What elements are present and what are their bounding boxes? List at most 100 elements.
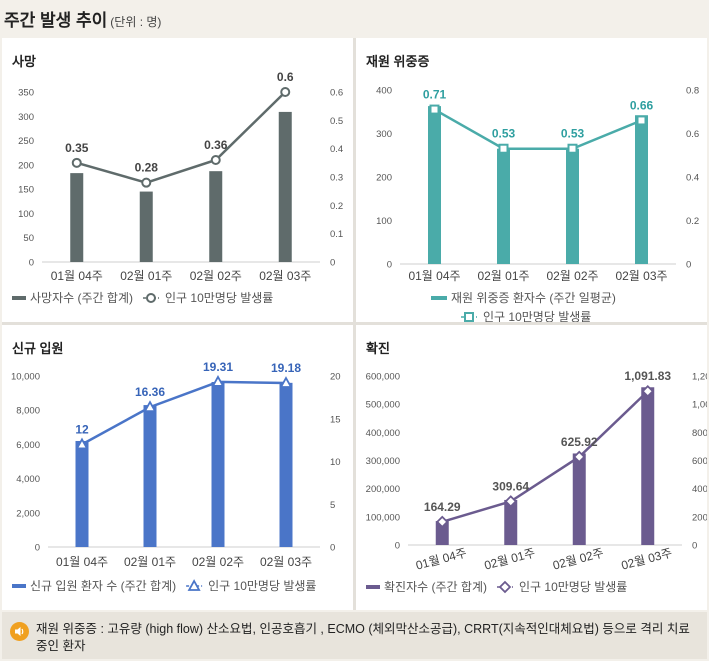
legend-bar-label: 신규 입원 환자 수 (주간 합계) [30, 579, 176, 593]
y-right-tick-label: 600 [692, 456, 707, 467]
y-left-tick-label: 400 [376, 86, 392, 97]
y-left-tick-label: 200 [18, 160, 34, 171]
chart-title: 신규 입원 [12, 341, 63, 356]
y-left-tick-label: 6,000 [16, 440, 40, 451]
chart-panel-confirmed: 확진 0 100,000 200,000 300,000 400,000 500,000 60… [356, 325, 707, 610]
chart-panel-critical: 재원 위중증 0 100 200 300 400 0 0.2 0.4 0.6 0.8 01월 04주 0… [356, 38, 707, 322]
legend-line-label: 인구 10만명당 발생률 [483, 310, 591, 322]
chart-panel-admissions: 신규 입원 0 2,000 4,000 6,000 8,000 10,000 0 5 10 15 20… [2, 325, 353, 610]
x-tick-label: 02월 02주 [192, 555, 244, 569]
bar [435, 521, 449, 545]
footnote: 재원 위중증 : 고유량 (high flow) 산소요법, 인공호흡기 , E… [2, 612, 707, 659]
rate-label: 309.64 [492, 479, 529, 493]
y-left-tick-label: 500,000 [366, 400, 400, 411]
rate-point [567, 143, 578, 154]
y-left-tick-label: 350 [18, 88, 34, 99]
legend-line-label: 인구 10만명당 발생률 [208, 579, 316, 593]
chart-title: 사망 [12, 54, 36, 69]
legend-marker [498, 580, 512, 594]
chart-title: 재원 위중증 [366, 54, 429, 69]
rate-label: 16.36 [135, 385, 165, 399]
x-tick-label: 02월 01주 [483, 546, 537, 573]
y-left-tick-label: 50 [23, 233, 34, 244]
rate-label: 0.36 [204, 138, 228, 152]
y-right-tick-label: 0.3 [330, 173, 343, 184]
x-tick-label: 02월 01주 [124, 555, 176, 569]
legend-bar-swatch [12, 584, 26, 588]
y-left-tick-label: 250 [18, 136, 34, 147]
bar [635, 115, 648, 264]
rate-point [280, 87, 291, 97]
bar [75, 440, 89, 547]
legend-marker [187, 579, 201, 591]
y-left-tick-label: 100 [18, 209, 34, 220]
x-tick-label: 02월 02주 [551, 546, 605, 573]
chart-confirmed: 확진 0 100,000 200,000 300,000 400,000 500,000 60… [366, 341, 707, 594]
x-tick-label: 02월 02주 [190, 269, 242, 283]
y-left-tick-label: 2,000 [16, 508, 40, 519]
legend-bar-swatch [12, 296, 26, 300]
bar [211, 381, 225, 547]
footnote-text: 재원 위중증 : 고유량 (high flow) 산소요법, 인공호흡기 , E… [36, 622, 690, 653]
rate-label: 0.66 [630, 98, 654, 112]
legend-marker [464, 312, 474, 322]
y-right-tick-label: 0.5 [330, 116, 343, 127]
rate-point [141, 177, 152, 188]
rate-point [504, 495, 518, 508]
y-left-tick-label: 200,000 [366, 484, 400, 495]
y-left-tick-label: 300 [18, 112, 34, 123]
rate-label: 625.92 [561, 435, 598, 449]
rate-label: 0.28 [135, 161, 159, 175]
rate-point [636, 115, 647, 126]
rate-line [81, 380, 287, 446]
rate-label: 19.18 [271, 361, 301, 375]
x-tick-label: 01월 04주 [51, 269, 103, 283]
bar [70, 173, 84, 262]
rate-label: 1,091.83 [624, 369, 671, 383]
y-right-tick-label: 0 [330, 258, 335, 269]
x-tick-label: 01월 04주 [414, 546, 468, 573]
rate-point [279, 376, 293, 388]
y-left-tick-label: 0 [387, 260, 392, 271]
rate-label: 0.53 [561, 127, 585, 141]
y-left-tick-label: 600,000 [366, 372, 400, 383]
page-unit: (단위 : 명) [110, 15, 162, 29]
page-title-text: 주간 발생 추이 [4, 11, 108, 30]
y-left-tick-label: 200 [376, 173, 392, 184]
y-right-tick-label: 0.6 [330, 88, 343, 99]
y-left-tick-label: 0 [35, 543, 40, 554]
legend-bar-swatch [431, 296, 447, 300]
rate-label: 164.29 [424, 500, 461, 514]
bar [572, 453, 586, 545]
rate-label: 12 [75, 422, 89, 436]
legend-bar-label: 재원 위중증 환자수 (주간 일평균) [451, 291, 616, 305]
rate-label: 19.31 [203, 360, 233, 374]
x-tick-label: 01월 04주 [408, 269, 460, 283]
y-right-tick-label: 1,200 [692, 372, 707, 383]
y-right-tick-label: 0 [686, 260, 691, 271]
rate-label: 0.6 [277, 70, 294, 84]
legend-line-label: 인구 10만명당 발생률 [165, 291, 273, 305]
chart-panel-deaths: 사망 0 50 100 150 200 250 300 350 0 0.1 0.2 0.3 0.4 0.5 0… [2, 38, 353, 322]
bar [139, 191, 153, 262]
y-right-tick-label: 0.1 [330, 229, 343, 240]
rate-point [429, 104, 440, 115]
y-right-tick-label: 200 [692, 512, 707, 523]
rate-point [641, 384, 655, 398]
legend-line-label: 인구 10만명당 발생률 [519, 580, 627, 594]
bar [428, 106, 441, 264]
chart-deaths: 사망 0 50 100 150 200 250 300 350 0 0.1 0.2 0.3 0.4 0.5 0… [12, 54, 343, 305]
y-right-tick-label: 0 [692, 541, 697, 552]
legend-bar-label: 확진자수 (주간 합계) [384, 580, 487, 594]
y-right-tick-label: 10 [330, 457, 341, 468]
y-left-tick-label: 400,000 [366, 428, 400, 439]
y-right-tick-label: 0.4 [686, 173, 699, 184]
x-tick-label: 02월 03주 [620, 546, 674, 573]
speaker-icon [10, 622, 29, 641]
bar [497, 148, 510, 264]
y-left-tick-label: 100 [376, 216, 392, 227]
rate-point [210, 155, 221, 165]
legend-bar-label: 사망자수 (주간 합계) [30, 291, 133, 305]
y-right-tick-label: 0.6 [686, 129, 699, 140]
rate-label: 0.35 [65, 141, 89, 155]
